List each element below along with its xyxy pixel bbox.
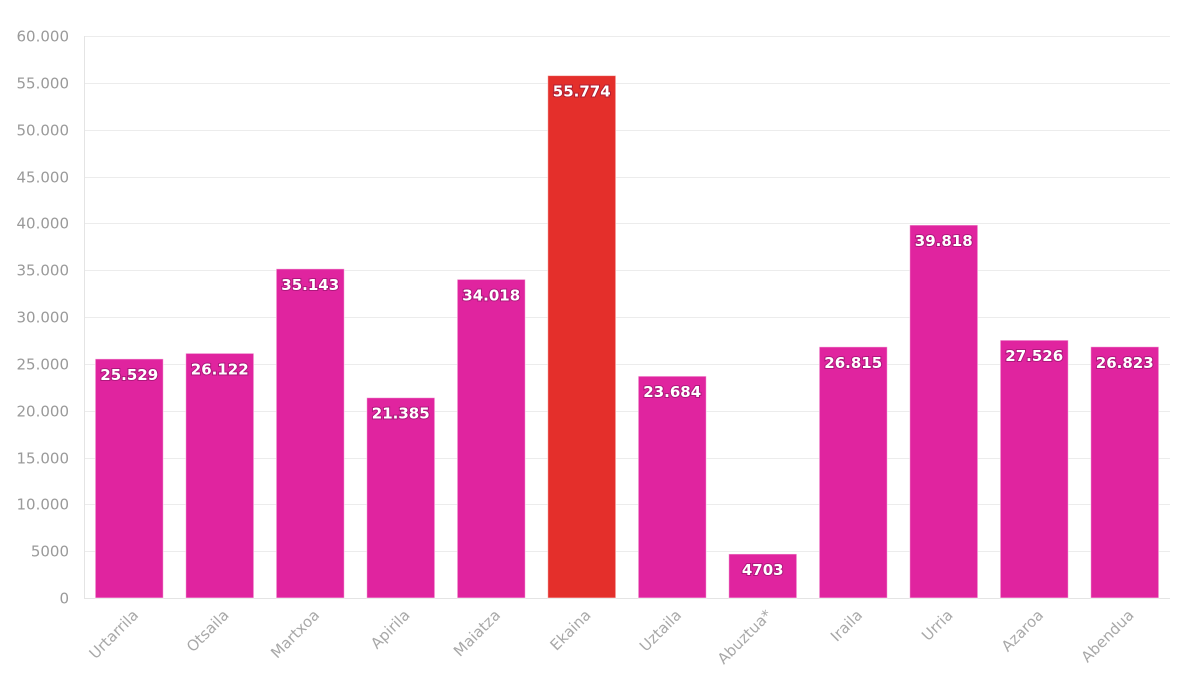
y-tick-label: 30.000 [17,309,70,327]
bar-abendua [1090,346,1160,599]
bar-apirila [366,397,436,599]
bar-maiatza [456,278,526,599]
x-tick-label: Abuztua* [714,606,776,668]
y-axis: 0 5000 10.000 15.000 20.000 25.000 30.000 35.00… [17,28,85,608]
data-label: 34.018 [462,286,520,304]
y-tick-label: 0 [59,590,69,608]
data-label: 27.526 [1005,347,1063,365]
x-tick-label: Ekaina [547,606,595,654]
y-tick-label: 15.000 [17,450,70,468]
y-tick-label: 20.000 [17,403,70,421]
y-tick-label: 45.000 [17,169,70,187]
bar-otsaila [185,352,255,599]
y-tick-label: 35.000 [17,262,70,280]
bar-martxoa [275,268,345,599]
data-label: 55.774 [553,83,611,101]
bar-abuztua [728,553,798,599]
data-label: 35.143 [281,276,339,294]
data-label: 23.684 [643,383,701,401]
x-axis: Urtarrila Otsaila Martxoa Apirila Maiatza Eka… [86,606,1138,668]
y-tick-label: 5000 [31,543,69,561]
x-tick-label: Maiatza [450,606,504,660]
x-tick-label: Urtarrila [86,606,142,662]
x-tick-label: Azaroa [998,606,1047,655]
data-label: 25.529 [100,366,158,384]
data-label: 4703 [742,561,784,579]
y-tick-label: 50.000 [17,122,70,140]
bar-uztaila [637,375,707,599]
data-label: 39.818 [915,232,973,250]
data-label-layer: 25.529 26.122 35.143 21.385 34.018 55.774 23.6… [99,82,1154,580]
x-tick-label: Uztaila [636,606,685,655]
x-tick-label: Apirila [367,606,413,652]
x-tick-label: Iraila [827,606,866,645]
bar-azaroa [999,339,1069,599]
bar-urria [909,224,979,599]
y-tick-label: 60.000 [17,28,70,46]
x-tick-label: Urria [918,606,956,644]
data-label: 26.815 [824,354,882,372]
bar-iraila [818,346,888,599]
y-tick-label: 25.000 [17,356,70,374]
bar-layer [94,75,1160,599]
data-label: 21.385 [372,405,430,423]
y-tick-label: 40.000 [17,215,70,233]
x-tick-label: Abendua [1078,606,1138,666]
y-tick-label: 10.000 [17,496,70,514]
x-tick-label: Otsaila [183,606,233,656]
data-label: 26.823 [1096,354,1154,372]
x-tick-label: Martxoa [267,606,323,662]
bar-ekaina [547,75,617,599]
y-tick-label: 55.000 [17,75,70,93]
grid-layer [84,36,1170,599]
data-label: 26.122 [191,360,249,378]
bar-urtarrila [94,358,164,599]
